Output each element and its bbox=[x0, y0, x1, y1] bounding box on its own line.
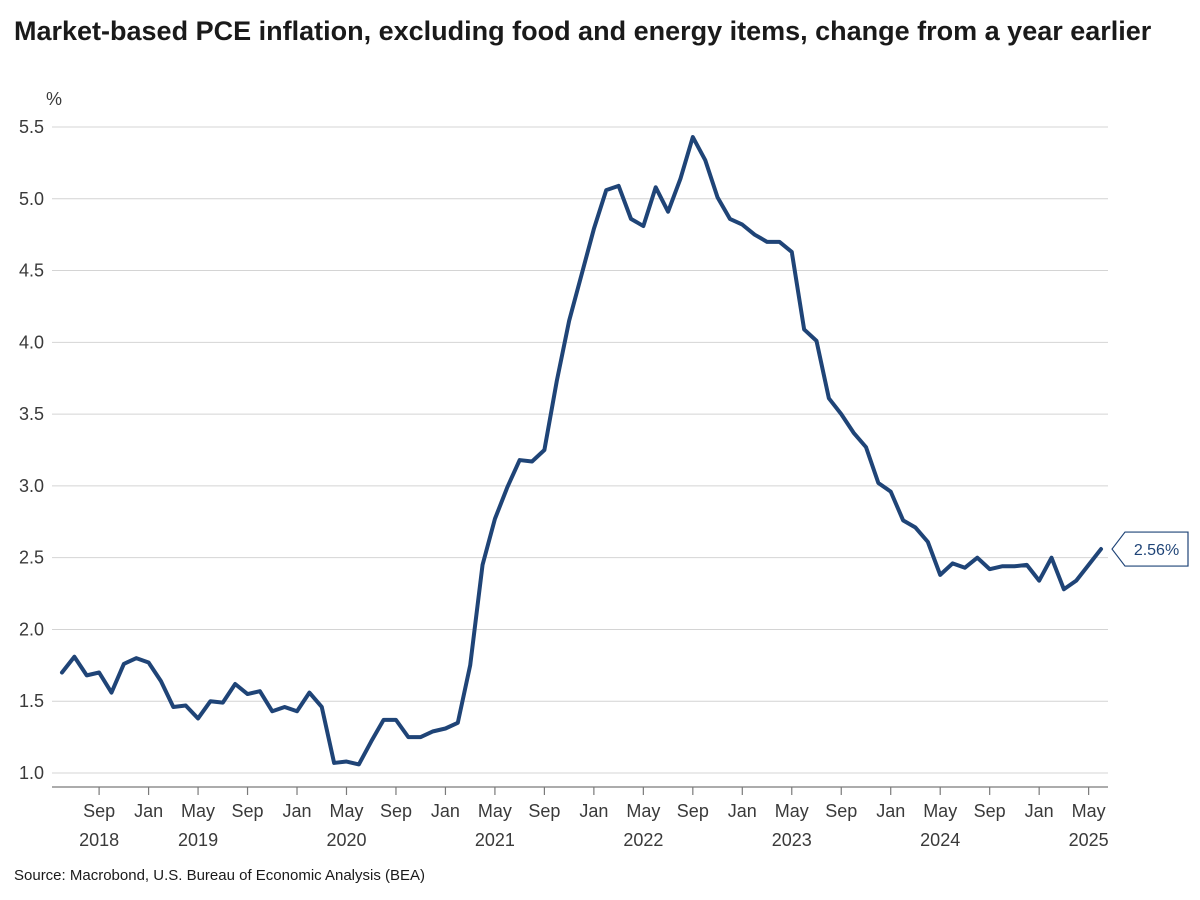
last-value-callout: 2.56% bbox=[1111, 531, 1189, 567]
y-tick-label-4.5: 4.5 bbox=[19, 261, 44, 281]
x-tick-label-2018-09: Sep bbox=[83, 801, 115, 821]
x-tick-label-2025-05: May bbox=[1072, 801, 1106, 821]
y-axis-ticks: 1.0 1.5 2.0 2.5 3.0 3.5 4.0 4.5 5.0 5.5 bbox=[19, 117, 44, 783]
x-tick-label-2019-05: May bbox=[181, 801, 215, 821]
y-tick-label-4.0: 4.0 bbox=[19, 332, 44, 352]
x-year-label-2018: 2018 bbox=[79, 830, 119, 850]
y-axis-unit-label: % bbox=[46, 89, 62, 109]
x-tick-label-2020-09: Sep bbox=[380, 801, 412, 821]
x-tick-label-2021-05: May bbox=[478, 801, 512, 821]
x-year-label-2019: 2019 bbox=[178, 830, 218, 850]
x-tick-label-2019-01: Jan bbox=[134, 801, 163, 821]
y-tick-label-5.5: 5.5 bbox=[19, 117, 44, 137]
y-tick-label-1.5: 1.5 bbox=[19, 691, 44, 711]
x-tick-label-2021-01: Jan bbox=[431, 801, 460, 821]
x-tick-label-2023-01: Jan bbox=[728, 801, 757, 821]
x-tick-label-2024-09: Sep bbox=[974, 801, 1006, 821]
y-tick-label-2.5: 2.5 bbox=[19, 548, 44, 568]
y-tick-label-1.0: 1.0 bbox=[19, 763, 44, 783]
x-tick-label-2022-01: Jan bbox=[579, 801, 608, 821]
x-year-label-2022: 2022 bbox=[623, 830, 663, 850]
x-tick-label-2024-05: May bbox=[923, 801, 957, 821]
x-tick-label-2023-05: May bbox=[775, 801, 809, 821]
x-tick-label-2020-05: May bbox=[329, 801, 363, 821]
x-axis-ticks: Sep 2018 Jan May 2019 Sep Jan May 2020 Sep Jan May 2… bbox=[79, 787, 1109, 850]
x-tick-label-2021-09: Sep bbox=[528, 801, 560, 821]
y-tick-label-3.5: 3.5 bbox=[19, 404, 44, 424]
y-tick-label-5.0: 5.0 bbox=[19, 189, 44, 209]
series-layer bbox=[60, 135, 1103, 767]
x-tick-label-2022-09: Sep bbox=[677, 801, 709, 821]
last-value-label: 2.56% bbox=[1134, 542, 1179, 559]
x-year-label-2020: 2020 bbox=[326, 830, 366, 850]
y-tick-label-3.0: 3.0 bbox=[19, 476, 44, 496]
x-tick-label-2020-01: Jan bbox=[282, 801, 311, 821]
source-note: Source: Macrobond, U.S. Bureau of Econom… bbox=[14, 867, 425, 884]
x-year-label-2025: 2025 bbox=[1069, 830, 1109, 850]
gridlines bbox=[52, 126, 1108, 774]
y-tick-label-2.0: 2.0 bbox=[19, 619, 44, 639]
x-tick-label-2019-09: Sep bbox=[232, 801, 264, 821]
chart-title-line-1: Market-based PCE inflation, excluding fo… bbox=[14, 16, 1152, 46]
x-year-label-2024: 2024 bbox=[920, 830, 960, 850]
x-tick-label-2025-01: Jan bbox=[1025, 801, 1054, 821]
x-tick-label-2024-01: Jan bbox=[876, 801, 905, 821]
x-tick-label-2022-05: May bbox=[626, 801, 660, 821]
x-year-label-2021: 2021 bbox=[475, 830, 515, 850]
series-line bbox=[60, 135, 1103, 767]
x-tick-label-2023-09: Sep bbox=[825, 801, 857, 821]
callout-box bbox=[1111, 531, 1189, 567]
x-year-label-2023: 2023 bbox=[772, 830, 812, 850]
